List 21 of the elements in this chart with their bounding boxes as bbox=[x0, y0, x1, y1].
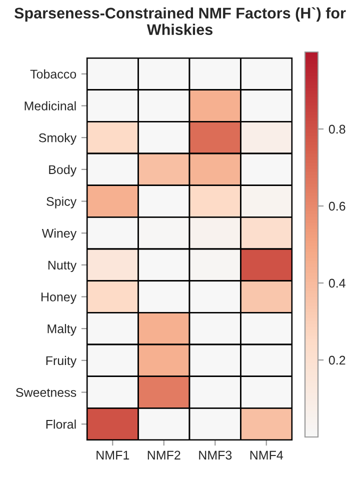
y-tick-label: Floral bbox=[46, 420, 76, 429]
color-bar-label: 0.2 bbox=[328, 356, 346, 365]
x-tick-label: NMF4 bbox=[250, 450, 284, 460]
y-tick-label: Medicinal bbox=[24, 101, 76, 110]
x-tick-label: NMF3 bbox=[199, 450, 232, 460]
y-tick-label: Nutty bbox=[48, 260, 77, 272]
y-tick-label: Spicy bbox=[46, 196, 77, 208]
y-tick-label: Smoky bbox=[38, 133, 77, 145]
color-bar-label: 0.4 bbox=[328, 278, 346, 288]
y-tick-label: Tobacco bbox=[30, 69, 76, 79]
chart-title: Sparseness-Constrained NMF Factors (H`) for Whiskies bbox=[14, 7, 346, 36]
color-bar-label: 0.6 bbox=[328, 202, 346, 211]
y-tick-label: Malty bbox=[48, 324, 77, 336]
y-tick-label: Fruity bbox=[46, 356, 77, 368]
y-tick-label: Sweetness bbox=[16, 388, 76, 397]
y-tick-label: Winey bbox=[42, 228, 77, 240]
x-tick-label: NMF1 bbox=[96, 450, 130, 460]
y-tick-label: Body bbox=[49, 164, 77, 177]
x-tick-label: NMF2 bbox=[148, 450, 180, 460]
y-tick-label: Honey bbox=[41, 292, 77, 304]
color-bar-label: 0.8 bbox=[328, 124, 346, 134]
